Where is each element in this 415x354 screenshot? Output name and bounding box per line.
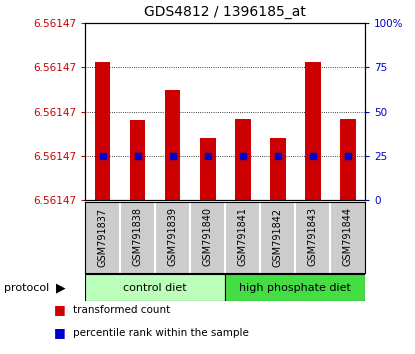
Bar [305,62,320,200]
Bar [95,62,110,200]
Bar [225,274,365,301]
Bar [130,120,146,200]
Text: GSM791844: GSM791844 [343,207,353,267]
Title: GDS4812 / 1396185_at: GDS4812 / 1396185_at [144,5,306,19]
Bar [270,138,286,200]
Text: ▶: ▶ [56,281,66,294]
Text: GSM791842: GSM791842 [273,207,283,267]
Text: transformed count: transformed count [73,305,170,315]
Text: GSM791837: GSM791837 [98,207,107,267]
Bar [85,274,225,301]
Text: GSM791843: GSM791843 [308,207,317,267]
Bar [165,90,181,200]
Text: ■: ■ [54,326,66,339]
Text: GSM791840: GSM791840 [203,207,212,267]
Text: GSM791841: GSM791841 [238,207,248,267]
Text: protocol: protocol [4,282,49,293]
Bar [200,138,215,200]
Text: GSM791838: GSM791838 [133,207,143,267]
Text: high phosphate diet: high phosphate diet [239,282,351,293]
Bar [235,119,251,200]
Text: control diet: control diet [123,282,187,293]
Text: GSM791839: GSM791839 [168,207,178,267]
Bar [340,119,356,200]
Text: percentile rank within the sample: percentile rank within the sample [73,328,249,338]
Text: ■: ■ [54,303,66,316]
